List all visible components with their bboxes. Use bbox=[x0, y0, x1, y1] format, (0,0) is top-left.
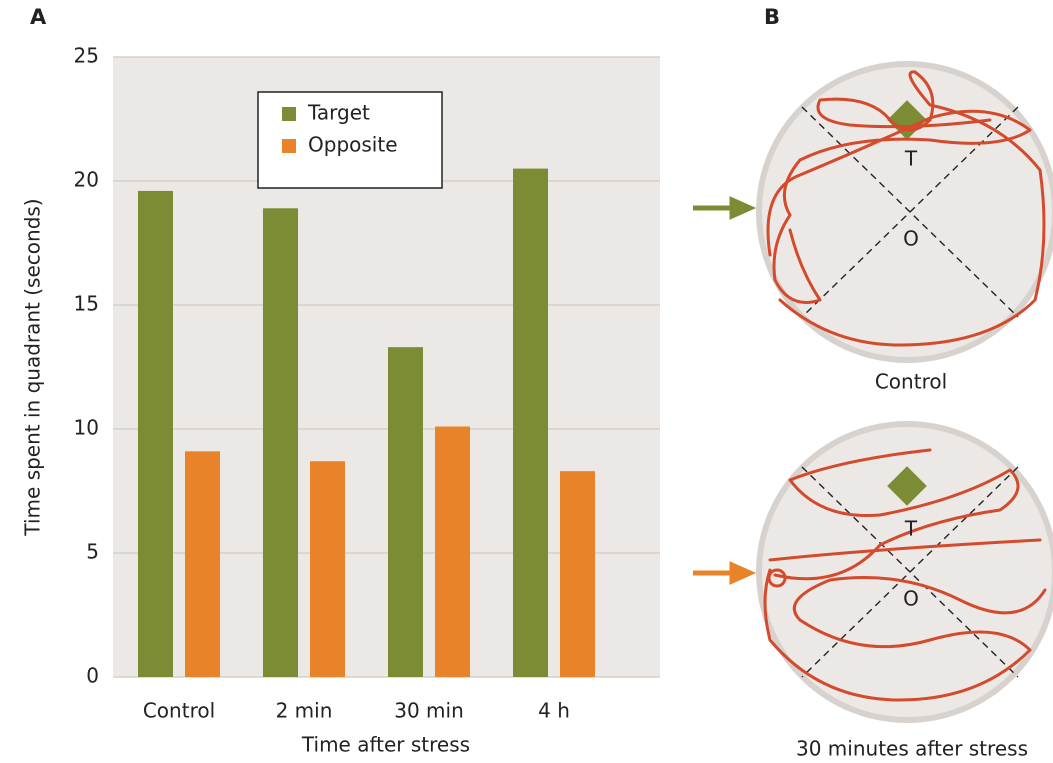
opposite-label: O bbox=[903, 587, 919, 611]
x-tick-label: 30 min bbox=[394, 699, 464, 723]
y-tick-label: 20 bbox=[74, 168, 99, 192]
y-tick-label: 10 bbox=[74, 416, 99, 440]
figure: A B 0 5 10 15 20 25 Control 2 min 30 min 4 h Time… bbox=[0, 0, 1053, 763]
y-tick-label: 5 bbox=[86, 540, 99, 564]
start-arrow bbox=[693, 565, 750, 581]
bar bbox=[388, 347, 423, 677]
bar bbox=[560, 471, 595, 677]
bar bbox=[138, 191, 173, 677]
bar bbox=[435, 427, 470, 677]
bar bbox=[310, 461, 345, 677]
start-arrow bbox=[693, 200, 750, 216]
y-tick-label: 25 bbox=[74, 44, 99, 68]
y-axis-label: Time spent in quadrant (seconds) bbox=[21, 198, 45, 536]
legend-label: Target bbox=[307, 101, 370, 125]
bar bbox=[263, 208, 298, 677]
legend-label: Opposite bbox=[308, 133, 398, 157]
target-label: T bbox=[904, 147, 918, 171]
x-tick-label: Control bbox=[143, 699, 215, 723]
bar bbox=[513, 169, 548, 677]
y-tick-label: 15 bbox=[74, 292, 99, 316]
maze-control: T O Control bbox=[693, 64, 1053, 394]
map-caption: 30 minutes after stress bbox=[796, 737, 1028, 761]
bar bbox=[185, 451, 220, 677]
maze-stress: T O 30 minutes after stress bbox=[693, 424, 1053, 761]
map-caption: Control bbox=[875, 370, 947, 394]
x-axis-label: Time after stress bbox=[301, 733, 470, 757]
target-label: T bbox=[904, 517, 918, 541]
x-tick-label: 2 min bbox=[276, 699, 333, 723]
panel-label: B bbox=[764, 5, 780, 29]
opposite-label: O bbox=[903, 227, 919, 251]
y-tick-label: 0 bbox=[86, 664, 99, 688]
legend-swatch bbox=[282, 139, 296, 153]
legend-swatch bbox=[282, 107, 296, 121]
x-tick-label: 4 h bbox=[538, 699, 570, 723]
panel-label: A bbox=[30, 5, 47, 29]
